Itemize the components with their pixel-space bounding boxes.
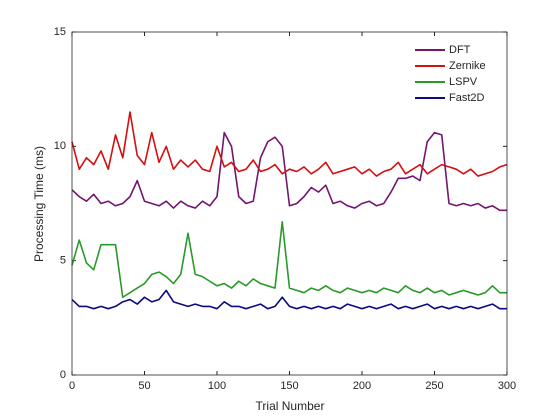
legend-label: DFT	[449, 44, 471, 56]
x-tick-label: 200	[353, 380, 371, 392]
series-line	[71, 220, 507, 299]
y-tick-label: 5	[60, 255, 66, 267]
x-tick-label: 150	[280, 380, 298, 392]
y-axis-label: Processing Time (ms)	[32, 146, 46, 262]
y-tick-label: 10	[54, 140, 66, 152]
x-tick-label: 0	[69, 380, 75, 392]
x-tick-label: 50	[138, 380, 150, 392]
x-axis-label: Trial Number	[256, 399, 325, 413]
legend-label: Zernike	[449, 60, 486, 72]
series-line	[71, 111, 508, 177]
y-tick-label: 15	[54, 26, 66, 38]
plot-frame	[71, 31, 508, 376]
y-tick-label: 0	[60, 369, 66, 381]
x-tick-label: 250	[425, 380, 443, 392]
x-tick-label: 300	[498, 380, 516, 392]
legend-label: Fast2D	[449, 92, 485, 104]
x-tick-label: 100	[208, 380, 226, 392]
series-line	[71, 131, 507, 212]
legend-label: LSPV	[449, 76, 478, 88]
series-line	[71, 289, 507, 310]
